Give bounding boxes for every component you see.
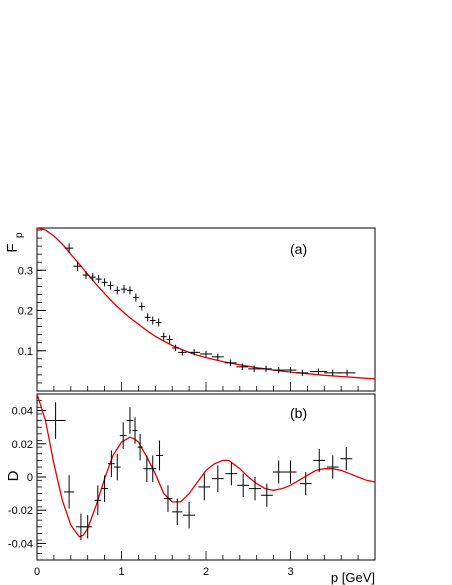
panel-a-y-axis-label-text: F (4, 243, 21, 252)
panel-a-data-point (309, 368, 327, 375)
panel-b-data-point (64, 475, 75, 509)
panel-a-data-point (155, 318, 162, 327)
panel-a-data-point (324, 369, 342, 377)
panel-b-data-points (45, 402, 353, 541)
panel-a-data-point (260, 365, 272, 373)
panel-b-data-point (119, 422, 127, 449)
panel-a-data-point (236, 363, 249, 371)
panel-a-data-point (200, 350, 212, 358)
panel-a-data-point (82, 271, 90, 280)
x-tick-label: 0 (34, 566, 40, 578)
panel-b-x-ticks: 0 1 2 3 (34, 551, 376, 578)
panel-a-data-point (121, 285, 127, 294)
panel-b-y-tick-label: 0.04 (12, 406, 33, 418)
x-axis-label: p [GeV] (331, 570, 375, 585)
panel-b-data-point (249, 477, 261, 501)
panel-b-data-point (172, 498, 183, 526)
panel-b-data-point (45, 402, 66, 439)
panel-a-data-point (248, 365, 261, 373)
panel-a-y-tick-label: 0.1 (18, 346, 33, 358)
panel-b-y-ticks: -0.04 -0.02 0 0.02 0.04 (8, 393, 46, 561)
panel-a-data-point (126, 286, 133, 295)
panel-a-data-point (166, 335, 173, 344)
panel-b-data-point (272, 460, 285, 484)
panel-b-data-point (94, 485, 102, 516)
x-tick-label: 2 (203, 566, 209, 578)
panel-b-data-point (156, 440, 163, 471)
x-tick-label: 3 (287, 566, 293, 578)
panel-a-data-point (160, 332, 167, 341)
panel-a-data-point (284, 366, 297, 374)
panel-b-data-point (340, 447, 353, 471)
panel-a-y-ticks: 0.1 0.2 0.3 (18, 229, 376, 392)
panel-b-label: (b) (290, 405, 307, 421)
panel-b-data-point (101, 475, 108, 502)
panel-a-label: (a) (290, 241, 307, 257)
panel-b-y-tick-label: 0.02 (12, 439, 33, 451)
panel-a-data-point (138, 302, 145, 311)
panel-b-y-tick-label: -0.04 (8, 538, 33, 550)
panel-b-data-point (198, 473, 211, 501)
panel-b-data-point (284, 460, 297, 484)
panel-b-data-point (143, 455, 151, 482)
panel-a-data-point (188, 349, 201, 356)
panel-a-data-point (144, 313, 151, 322)
panel-b-data-point (260, 483, 273, 507)
panel-b-data-point (149, 455, 157, 482)
panel-a-data-point (224, 359, 237, 367)
panel-a-data-point (178, 349, 187, 356)
panel-a-data-point (338, 369, 356, 377)
panel-a-data-point (172, 344, 179, 352)
panel-b-data-point (163, 485, 173, 512)
panel-a-data-point (132, 293, 139, 302)
panel-b-data-point (237, 473, 250, 497)
panel-a-frame (36, 227, 376, 392)
panel-b-data-point (313, 448, 326, 473)
panel-b-data-point (299, 472, 312, 496)
panel-a-data-point (95, 275, 102, 284)
panel-a-data-point (89, 273, 96, 282)
panel-a: 0.1 0.2 0.3 (a) F p (4, 227, 376, 392)
panel-a-y-tick-label: 0.2 (18, 306, 33, 318)
panel-a-y-axis-label: F p (4, 232, 25, 253)
panel-a-data-point (296, 369, 309, 377)
panel-b-y-tick-label: 0 (27, 472, 33, 484)
panel-a-data-point (107, 281, 114, 290)
panel-a-data-points (64, 243, 356, 377)
panel-a-data-point (211, 353, 224, 361)
panel-b-data-point (126, 407, 134, 434)
panel-b-data-point (113, 453, 121, 481)
panel-a-data-point (73, 261, 82, 272)
panel-a-y-axis-label-subscript: p (14, 232, 25, 238)
panel-b: -0.04 -0.02 0 0.02 0.04 0 1 2 3 (b) D p [GeV] (5, 393, 376, 585)
panel-b-y-axis-label: D (5, 470, 22, 481)
panel-b-data-point (107, 450, 115, 477)
x-tick-label: 1 (118, 566, 124, 578)
panel-a-data-point (114, 286, 121, 295)
panel-a-data-point (149, 316, 156, 325)
panel-b-data-point (83, 515, 92, 539)
panel-b-y-tick-label: -0.02 (8, 505, 33, 517)
panel-b-data-point (132, 417, 138, 444)
panel-a-data-point (101, 278, 108, 287)
panel-b-data-point (326, 455, 339, 479)
panel-b-data-point (137, 433, 143, 461)
panel-b-data-point (183, 501, 196, 529)
panel-b-data-point (211, 465, 224, 492)
panel-b-data-point (225, 462, 238, 486)
panel-a-data-point (64, 243, 74, 253)
panel-a-data-point (272, 366, 285, 374)
panel-a-y-tick-label: 0.3 (18, 265, 33, 277)
